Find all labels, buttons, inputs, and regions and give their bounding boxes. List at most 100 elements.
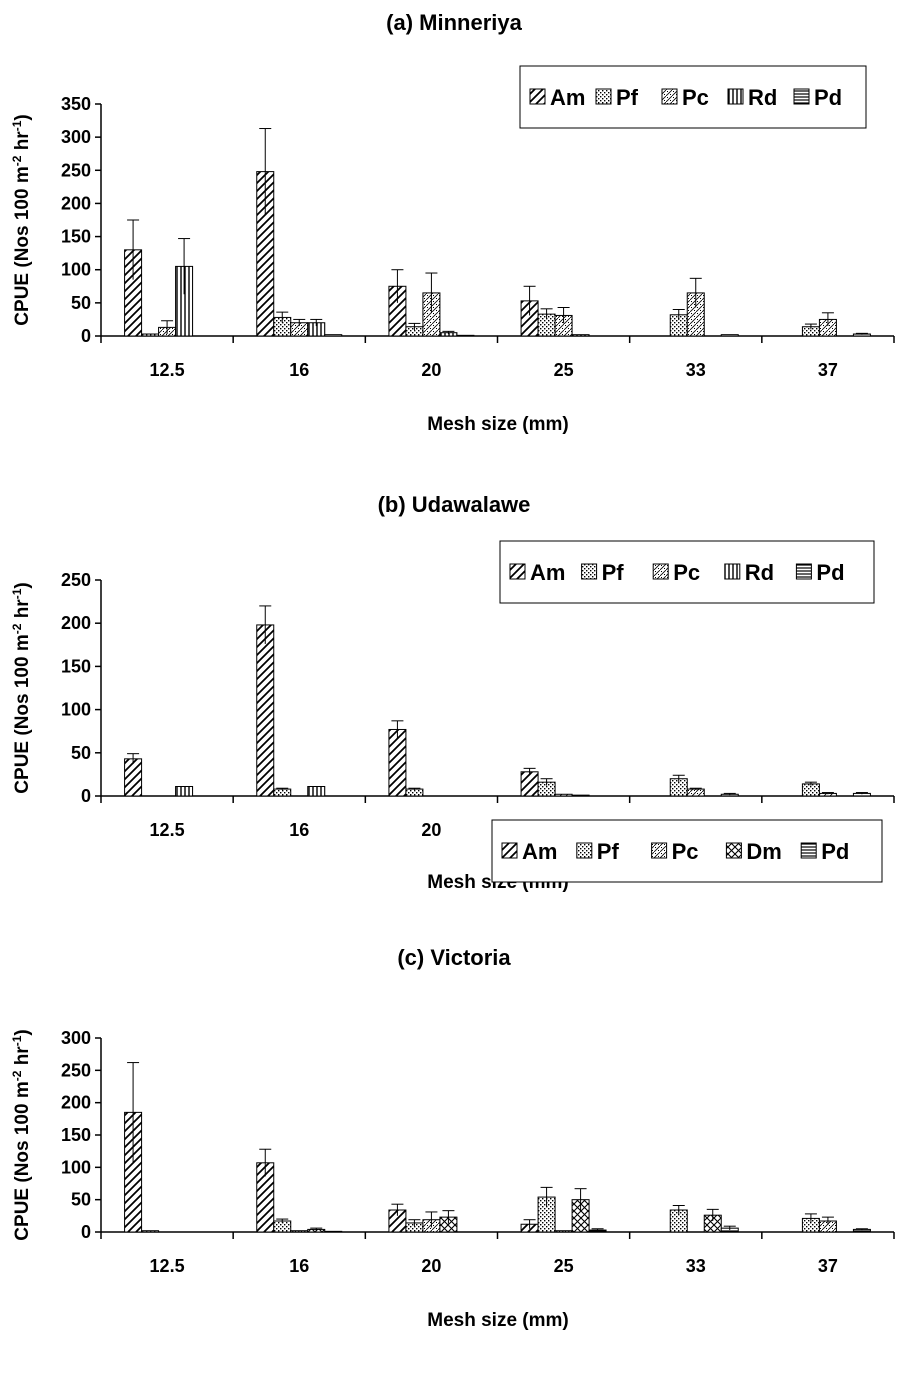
bar-rd-16 — [307, 785, 326, 797]
bar-pd-20 — [456, 334, 475, 337]
bar-pc-25 — [554, 1230, 573, 1233]
y-tick-label: 50 — [71, 293, 91, 313]
chart-panel-3: (c) Victoria CPUE (Nos 100 m-2 hr-1) 0 50 10… — [10, 819, 895, 1331]
y-axis-label-part: CPUE (Nos 100 m — [12, 634, 33, 793]
y-tick-label: 0 — [81, 326, 91, 346]
legend-swatch-dm — [725, 842, 742, 859]
bar-pc-33 — [686, 788, 705, 797]
legend-swatch-pd — [793, 88, 810, 105]
y-axis-label-superscript: -2 — [10, 623, 24, 634]
x-tick-label: 16 — [289, 820, 309, 840]
bar-pd-33 — [720, 334, 739, 337]
y-tick-label: 0 — [81, 1222, 91, 1242]
legend-swatch-am — [501, 842, 518, 859]
chart-title: (c) Victoria — [397, 945, 511, 970]
y-tick-label: 200 — [61, 613, 91, 633]
legend: Am Pf Pc Rd Pd — [499, 540, 875, 604]
legend-label-am: Am — [522, 839, 557, 864]
legend-label-pc: Pc — [672, 839, 699, 864]
legend-swatch-am — [529, 88, 546, 105]
bar-pd-16 — [324, 334, 343, 337]
legend-label-rd: Rd — [745, 560, 774, 585]
legend-swatch-pc — [652, 563, 669, 580]
legend-label-pf: Pf — [616, 85, 639, 110]
y-tick-label: 200 — [61, 1093, 91, 1113]
y-axis-label-superscript: -1 — [10, 120, 24, 131]
bar-rd-25 — [571, 334, 590, 337]
y-axis-label-part: CPUE (Nos 100 m — [12, 1081, 33, 1240]
bar-pf-20 — [405, 788, 424, 797]
bar-am-20 — [388, 728, 407, 797]
legend-swatch-pc — [651, 842, 668, 859]
bar-pd-16 — [324, 1230, 343, 1233]
y-axis-label-part: ) — [12, 114, 33, 120]
x-tick-label: 12.5 — [150, 1256, 185, 1276]
x-tick-label: 20 — [421, 1256, 441, 1276]
bar-pc-16 — [290, 1230, 309, 1233]
y-axis-label-superscript: -2 — [10, 155, 24, 166]
x-tick-label: 37 — [818, 1256, 838, 1276]
x-tick-label: 25 — [554, 1256, 574, 1276]
legend-swatch-pf — [581, 563, 598, 580]
bar-pf-37 — [801, 783, 820, 797]
x-tick-label: 12.5 — [150, 820, 185, 840]
legend-swatch-pf — [595, 88, 612, 105]
bar-am-16 — [256, 624, 275, 797]
legend-label-pc: Pc — [673, 560, 700, 585]
x-tick-label: 25 — [554, 360, 574, 380]
x-tick-label: 16 — [289, 360, 309, 380]
x-tick-label: 20 — [421, 360, 441, 380]
legend: Am Pf Pc Dm Pd — [491, 819, 883, 883]
legend-label-pd: Pd — [821, 839, 849, 864]
y-tick-label: 100 — [61, 1157, 91, 1177]
legend-box — [491, 819, 883, 883]
x-tick-label: 33 — [686, 360, 706, 380]
y-tick-label: 150 — [61, 656, 91, 676]
y-axis-label-part: CPUE (Nos 100 m — [12, 166, 33, 325]
legend-label-am: Am — [550, 85, 585, 110]
bar-pf-16 — [273, 788, 292, 797]
x-tick-label: 20 — [421, 820, 441, 840]
bar-am-12.5 — [124, 758, 143, 797]
legend-label-am: Am — [530, 560, 565, 585]
y-tick-label: 100 — [61, 700, 91, 720]
chart-title: (b) Udawalawe — [378, 492, 531, 517]
chart-panel-1: (a) Minneriya CPUE (Nos 100 m-2 hr-1) 0 50 1… — [10, 10, 895, 435]
legend-label-dm: Dm — [746, 839, 781, 864]
chart-title: (a) Minneriya — [386, 10, 522, 35]
y-tick-label: 50 — [71, 743, 91, 763]
y-tick-label: 250 — [61, 1060, 91, 1080]
y-tick-label: 250 — [61, 570, 91, 590]
y-axis-label: CPUE (Nos 100 m-2 hr-1) — [10, 114, 33, 325]
legend-swatch-rd — [727, 88, 744, 105]
legend: Am Pf Pc Rd Pd — [519, 65, 867, 129]
legend-label-pc: Pc — [682, 85, 709, 110]
x-tick-label: 16 — [289, 1256, 309, 1276]
y-axis-label-part: hr — [12, 599, 33, 624]
y-tick-label: 250 — [61, 160, 91, 180]
y-tick-label: 100 — [61, 260, 91, 280]
bar-rd-25 — [571, 794, 590, 797]
chart-panel-2: (b) Udawalawe CPUE (Nos 100 m-2 hr-1) 0 50 1… — [10, 492, 895, 893]
legend-label-rd: Rd — [748, 85, 777, 110]
bar-pf-12.5 — [141, 1230, 160, 1233]
y-tick-label: 0 — [81, 786, 91, 806]
bar-rd-12.5 — [175, 785, 194, 797]
legend-box — [519, 65, 867, 129]
x-tick-label: 33 — [686, 1256, 706, 1276]
y-axis-label: CPUE (Nos 100 m-2 hr-1) — [10, 1029, 33, 1240]
legend-label-pd: Pd — [814, 85, 842, 110]
y-axis-label-part: ) — [12, 582, 33, 588]
y-tick-label: 50 — [71, 1190, 91, 1210]
y-tick-label: 150 — [61, 227, 91, 247]
y-tick-label: 350 — [61, 94, 91, 114]
bar-pf-12.5 — [141, 333, 160, 337]
y-axis-label-superscript: -1 — [10, 588, 24, 599]
y-tick-label: 200 — [61, 193, 91, 213]
y-axis-label: CPUE (Nos 100 m-2 hr-1) — [10, 582, 33, 793]
y-axis-label-part: ) — [12, 1029, 33, 1035]
y-axis-label-part: hr — [12, 1046, 33, 1071]
x-tick-label: 37 — [818, 360, 838, 380]
